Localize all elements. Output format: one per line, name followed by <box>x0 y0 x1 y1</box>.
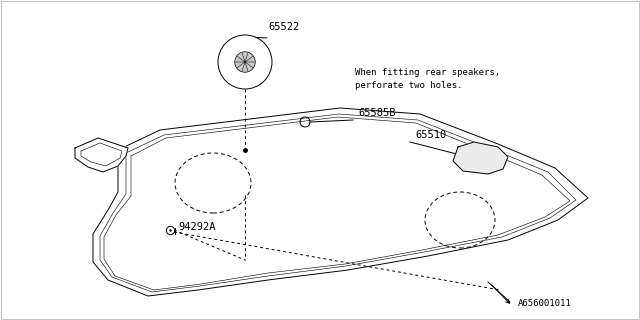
Circle shape <box>218 35 272 89</box>
Polygon shape <box>93 108 588 296</box>
Polygon shape <box>453 142 508 174</box>
Text: 65585B: 65585B <box>358 108 396 118</box>
Text: When fitting rear speakers,
perforate two holes.: When fitting rear speakers, perforate tw… <box>355 68 500 90</box>
Text: 65522: 65522 <box>268 22 300 32</box>
Text: A656001011: A656001011 <box>518 299 572 308</box>
Text: 65510: 65510 <box>415 130 446 140</box>
Circle shape <box>235 52 255 72</box>
Text: 94292A: 94292A <box>178 222 216 232</box>
Polygon shape <box>75 138 128 172</box>
